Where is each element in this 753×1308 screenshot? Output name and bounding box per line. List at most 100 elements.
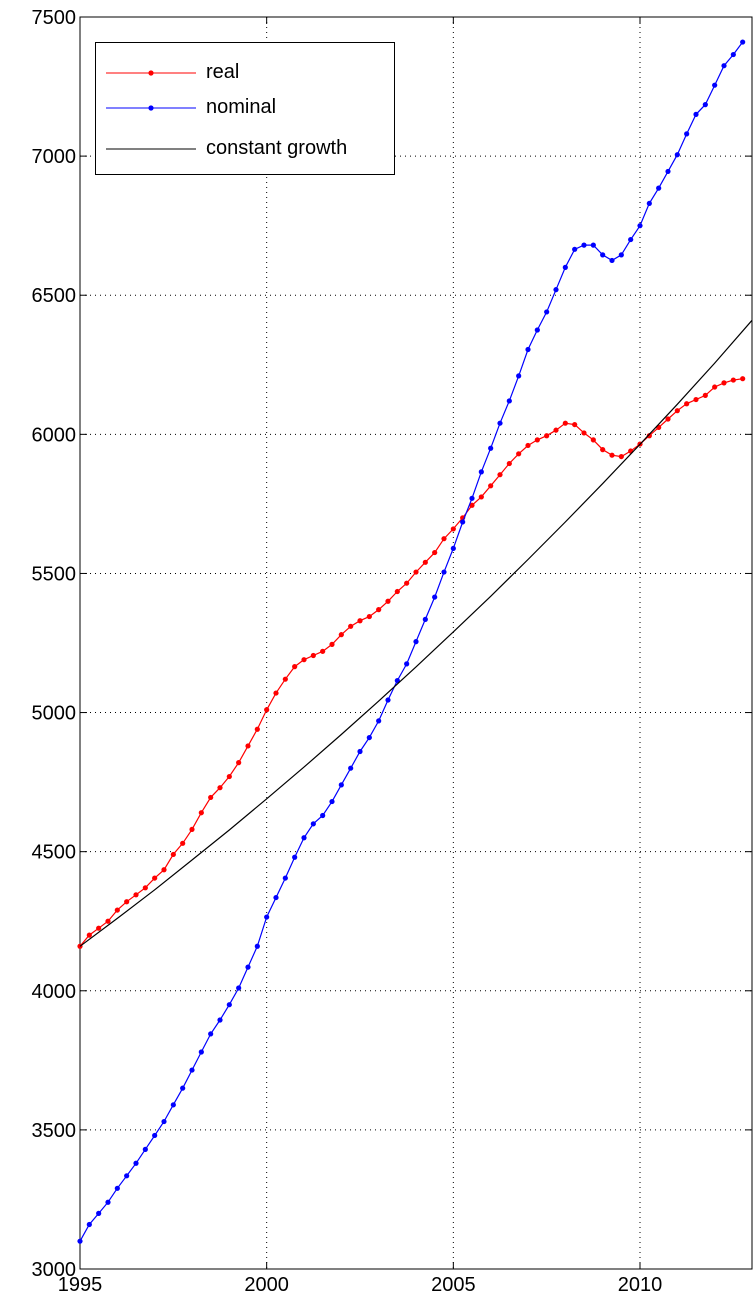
data-point-real (245, 743, 251, 749)
series-lines (77, 39, 753, 1244)
data-point-nominal (525, 346, 531, 353)
data-point-nominal (292, 854, 298, 860)
data-point-nominal (208, 1031, 214, 1037)
data-point-nominal (105, 1199, 111, 1205)
y-tick-label: 6500 (32, 285, 77, 307)
y-tick-label: 7500 (32, 7, 77, 29)
legend-swatch-constant-growth (106, 148, 196, 150)
data-point-real (366, 613, 372, 620)
data-point-real (553, 427, 559, 433)
data-point-real (730, 377, 736, 383)
data-point-nominal (264, 914, 270, 920)
data-point-nominal (488, 445, 494, 451)
data-point-real (152, 875, 158, 881)
data-point-nominal (712, 82, 718, 88)
data-point-real (562, 420, 568, 426)
data-point-real (740, 376, 746, 382)
data-point-real (469, 502, 475, 508)
data-point-real (96, 925, 102, 931)
y-tick-label: 4500 (32, 842, 77, 864)
data-point-nominal (404, 661, 410, 667)
data-point-nominal (544, 309, 550, 315)
data-point-nominal (357, 748, 363, 755)
data-point-real (441, 536, 447, 542)
plot-frame (79, 16, 753, 1270)
data-point-real (618, 453, 624, 460)
data-point-real (357, 618, 363, 624)
legend-label-constant-growth: constant growth (206, 137, 348, 159)
data-point-real (646, 433, 652, 439)
data-point-nominal (152, 1132, 158, 1139)
data-point-real (142, 885, 148, 891)
data-point-real (721, 380, 727, 386)
data-point-real (329, 641, 335, 647)
data-point-nominal (142, 1146, 148, 1152)
data-point-real (310, 652, 316, 659)
data-point-real (684, 401, 690, 407)
data-point-real (572, 421, 578, 428)
y-tick-label: 5500 (32, 563, 77, 585)
data-point-real (348, 623, 354, 629)
data-point-real (665, 416, 671, 422)
x-tick-label: 2000 (244, 1274, 289, 1296)
data-point-real (124, 899, 130, 905)
data-point-real (226, 773, 232, 780)
data-point-nominal (133, 1160, 139, 1166)
data-point-real (320, 648, 326, 654)
data-point-nominal (460, 519, 466, 525)
data-point-real (478, 494, 484, 500)
data-point-nominal (441, 569, 447, 575)
y-tick-label: 3000 (32, 1259, 77, 1281)
data-point-real (413, 569, 419, 575)
legend-swatch-real (106, 70, 196, 76)
data-point-nominal (124, 1173, 130, 1179)
data-point-real (609, 452, 615, 458)
data-point-real (674, 408, 680, 414)
axis-ticks: 1995 2000 2005 2010 3000 3500 4000 4500 5000 5500… (32, 7, 752, 1296)
x-tick-label: 1995 (58, 1274, 103, 1296)
data-point-nominal (329, 798, 335, 805)
data-point-nominal (226, 1002, 232, 1008)
legend-item-real: real (96, 59, 394, 89)
data-point-nominal (506, 398, 512, 404)
data-point-nominal (450, 545, 456, 552)
y-tick-label: 3500 (32, 1120, 77, 1142)
data-point-nominal (721, 63, 727, 69)
data-point-real (712, 384, 718, 390)
data-point-nominal (590, 242, 596, 248)
data-point-real (208, 794, 214, 801)
data-point-nominal (702, 102, 708, 108)
data-point-nominal (198, 1049, 204, 1055)
data-point-real (581, 430, 587, 436)
data-point-real (161, 867, 167, 873)
data-point-nominal (684, 131, 690, 137)
data-point-nominal (338, 782, 344, 788)
data-point-real (404, 580, 410, 586)
data-point-real (273, 690, 279, 696)
data-point-nominal (572, 246, 578, 252)
data-point-nominal (245, 964, 251, 970)
data-point-nominal (534, 327, 540, 333)
data-point-real (590, 437, 596, 443)
legend-item-nominal: nominal (96, 94, 394, 124)
data-point-nominal (189, 1067, 195, 1073)
data-point-real (86, 932, 92, 938)
y-tick-label: 7000 (32, 146, 77, 168)
data-point-real (292, 664, 298, 670)
data-point-real (170, 851, 176, 858)
data-point-nominal (637, 223, 643, 229)
series-line-constant-growth (79, 319, 753, 947)
data-point-nominal (180, 1085, 186, 1091)
data-point-nominal (77, 1238, 83, 1244)
data-point-nominal (86, 1221, 92, 1228)
data-point-real (497, 472, 503, 478)
data-point-nominal (254, 943, 260, 949)
data-point-nominal (366, 734, 372, 741)
data-point-real (338, 632, 344, 638)
data-point-nominal (273, 894, 279, 901)
data-point-real (198, 810, 204, 816)
legend-label-nominal: nominal (206, 96, 277, 118)
data-point-nominal (282, 875, 288, 881)
data-point-real (394, 588, 400, 595)
data-point-nominal (348, 765, 354, 771)
